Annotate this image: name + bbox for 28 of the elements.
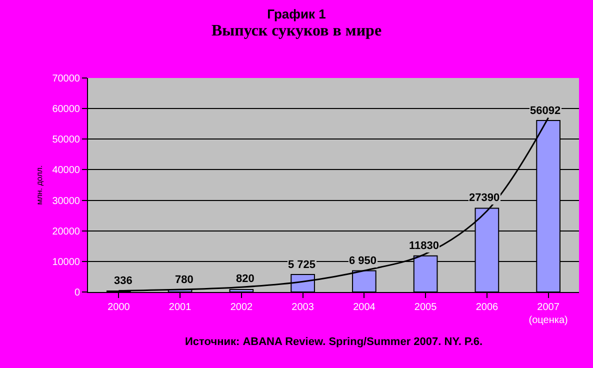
y-tick-label: 10000 [52,256,80,268]
x-tick-label: 2002 [230,302,253,313]
x-tick-label: 2001 [168,302,192,313]
y-tick-label: 0 [74,288,80,298]
x-tick-label: 2000 [108,302,130,313]
y-tick-label: 30000 [52,196,80,207]
data-label: 6 950 [349,255,377,267]
text: Источник: ABANA Review. Spring/Summer 2007. NY. P.6. [185,336,483,348]
y-tick-label: 60000 [52,104,80,116]
x-tick-label: 2003 [292,302,314,313]
y-tick-label: 40000 [52,165,80,176]
x-tick-label: 2006 [476,302,498,313]
x-tick-label: 2004 [353,302,376,313]
data-label: 27390 [469,192,500,204]
data-label: 780 [175,274,194,286]
chart-title: График 1 [267,6,326,22]
data-label: 5 725 [288,259,316,271]
chart-subtitle: Выпуск сукуков в мире [211,22,382,40]
y-tick-label: 50000 [52,134,80,146]
x-tick-label: 2005 [414,302,438,313]
data-label: 820 [236,273,254,285]
y-tick-label: 20000 [52,226,80,238]
data-label: 11830 [409,240,439,252]
data-label: 56092 [530,105,561,117]
y-axis-title: млн. долл. [34,165,44,205]
x-tick-label: 2007 (оценка) [528,302,568,326]
data-label: 336 [114,275,132,287]
y-tick-label: 70000 [52,74,80,84]
